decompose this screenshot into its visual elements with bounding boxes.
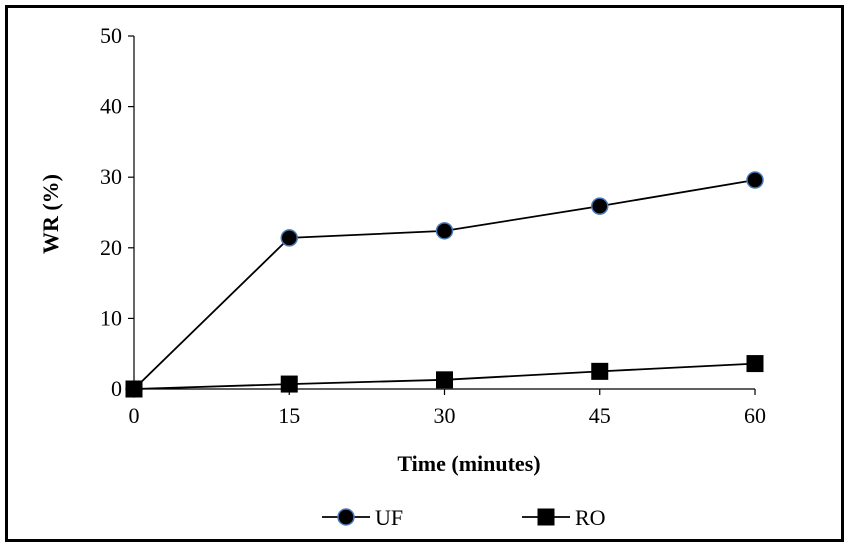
data-point-uf <box>746 171 764 189</box>
legend-label-ro: RO <box>575 505 606 530</box>
series-layer <box>125 171 764 398</box>
y-axis-title: WR (%) <box>38 174 63 254</box>
chart-frame <box>5 5 844 542</box>
data-point-ro <box>280 375 298 393</box>
data-point-ro <box>591 362 609 380</box>
data-point-uf <box>280 229 298 247</box>
legend-marker-ro <box>537 508 555 526</box>
y-tick-label: 30 <box>100 164 122 189</box>
y-tick-label: 20 <box>100 235 122 260</box>
legend-label-uf: UF <box>375 505 403 530</box>
y-tick-label: 10 <box>100 305 122 330</box>
legend-marker-uf <box>337 508 355 526</box>
x-tick-label: 45 <box>589 403 611 428</box>
y-tick-label: 50 <box>100 23 122 48</box>
series-uf <box>125 171 764 398</box>
x-tick-label: 60 <box>744 403 766 428</box>
data-point-ro <box>125 380 143 398</box>
data-point-uf <box>435 222 454 240</box>
legend: UF RO <box>322 505 606 530</box>
data-point-uf <box>591 197 609 215</box>
data-point-ro <box>436 371 453 389</box>
x-tick-label: 0 <box>129 403 140 428</box>
legend-item-ro: RO <box>522 505 606 530</box>
series-line-uf <box>133 179 756 390</box>
legend-item-uf: UF <box>322 505 403 530</box>
x-axis-title: Time (minutes) <box>397 451 540 476</box>
data-point-ro <box>746 355 764 373</box>
y-tick-label: 0 <box>111 376 122 401</box>
series-ro <box>125 355 764 398</box>
y-tick-label: 40 <box>100 94 122 119</box>
x-tick-label: 30 <box>434 403 456 428</box>
x-tick-label: 15 <box>278 403 300 428</box>
